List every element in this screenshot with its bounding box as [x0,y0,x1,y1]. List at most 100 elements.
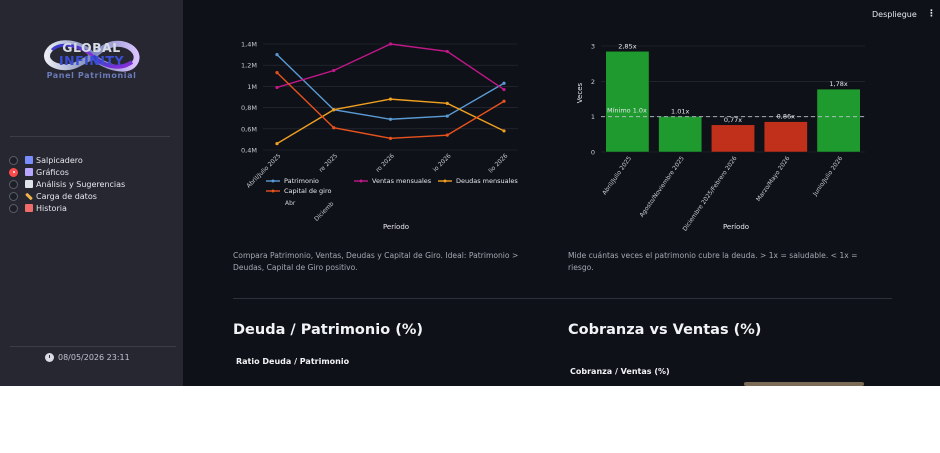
sidebar-divider [10,346,176,347]
data-point [445,49,449,54]
x-tick-label: Agosto/Noviembre 2025 [638,155,686,219]
bar [658,116,703,153]
sidebar-item-historia[interactable]: Historia [9,202,125,214]
sidebar: GLOBAL INFINITY Panel Patrimonial Salpic… [0,0,183,386]
timestamp-text: 08/05/2026 23:11 [58,353,130,362]
gauge-chart-edge [744,382,864,386]
legend-label: Capital de giro [284,187,332,195]
x-tick-label: re 2025 [318,152,339,173]
bar-chart-caption: Mide cuántas veces el patrimonio cubre l… [568,251,858,272]
sidebar-item-analisis[interactable]: Análisis y Sugerencias [9,178,125,190]
debt-section-subtitle: Ratio Deuda / Patrimonio [236,357,350,366]
x-tick-label: Diciembre 2025/Febrero 2026 [681,155,738,233]
section-divider [233,298,892,299]
y-tick-label: 0,4M [241,147,257,155]
bar [605,51,650,153]
data-point [388,97,393,101]
data-point [388,136,393,140]
x-axis-label: Período [723,223,749,231]
sidebar-item-label: Historia [36,203,67,213]
series-line [276,43,505,91]
sidebar-item-label: Carga de datos [36,191,97,201]
infinity-logo [38,36,148,118]
data-point [388,117,393,121]
document-icon [25,180,33,188]
radio-button[interactable] [9,179,18,189]
series-line [276,54,505,120]
legend-marker [443,179,447,183]
sidebar-item-graficos[interactable]: Gráficos [9,166,125,178]
data-point [502,99,506,103]
x-tick-label-fragment: Diciemb [313,200,335,222]
legend-marker [359,179,363,183]
deploy-button[interactable]: Despliegue [872,10,917,19]
chart-icon [25,156,33,164]
y-tick-label: 2 [591,78,595,86]
data-point [502,87,506,92]
timestamp: 08/05/2026 23:11 [45,353,130,362]
sidebar-item-label: Salpicadero [36,155,83,165]
bar-value-label: 2,85x [618,42,636,50]
brand-subtitle: Panel Patrimonial [46,71,137,80]
clock-icon [45,353,54,362]
data-point [445,101,449,105]
sidebar-item-carga[interactable]: Carga de datos [9,190,125,202]
data-point [445,133,449,137]
series-line [276,72,505,140]
x-tick-label: Junio/Julio 2026 [811,155,844,198]
x-tick-label: ro 2026 [375,152,396,173]
bar-value-label: 1,78x [829,80,847,88]
data-point [502,81,506,85]
y-tick-label: 1 [591,113,595,121]
data-point [332,68,336,73]
bar [763,121,808,153]
y-tick-label: 1M [247,83,257,91]
sidebar-item-label: Gráficos [36,167,69,177]
bar [816,88,861,153]
x-tick-label: Abril/Julio 2025 [245,152,282,189]
data-point [275,142,279,146]
x-axis-label: Período [383,223,409,231]
y-axis-label: Veces [576,82,584,103]
sidebar-divider [10,136,170,137]
collections-section-subtitle: Cobranza / Ventas (%) [570,367,670,376]
data-point [275,71,279,75]
data-point [388,42,393,46]
line-chart-caption: Compara Patrimonio, Ventas, Deudas y Cap… [233,251,519,272]
chart-up-icon [25,168,33,176]
x-tick-label-fragment: Abr [285,200,296,207]
legend-label: Ventas mensuales [372,177,432,185]
data-point [275,53,279,57]
brand-bottom-text: INFINITY [59,53,124,68]
x-tick-label: Marzo/Mayo 2026 [755,155,791,203]
bar [711,124,755,153]
bar-value-label: 1.01x [671,107,689,115]
data-point [445,114,449,118]
bar-chart: 3 2 1 0 Veces 2,85x Abril/Julio 2025 1.01x Agost… [576,42,865,233]
legend-marker [271,189,275,193]
more-menu-icon[interactable]: ⋮ [927,9,936,19]
y-tick-label: 0,8M [241,104,257,112]
collections-section-title: Cobranza vs Ventas (%) [568,322,762,338]
pencil-icon [25,192,33,200]
data-point [332,126,336,130]
app-window: GLOBAL INFINITY Panel Patrimonial Salpic… [0,0,940,386]
debt-section-title: Deuda / Patrimonio (%) [233,322,423,338]
legend-label: Deudas mensuales [456,177,518,185]
bar-value-label: 0,77x [724,116,742,124]
radio-button-selected[interactable] [9,167,18,177]
y-tick-label: 1,4M [241,41,257,49]
radio-button[interactable] [9,203,18,213]
data-point [275,85,279,90]
x-tick-label: io 2026 [432,152,453,173]
legend-marker [271,179,275,183]
radio-button[interactable] [9,191,18,201]
y-tick-label: 3 [591,43,595,51]
data-point [502,129,506,133]
brand: GLOBAL INFINITY Panel Patrimonial [0,41,183,82]
y-tick-label: 1,2M [241,62,257,70]
y-tick-label: 0 [591,149,595,157]
radio-button[interactable] [9,155,18,165]
sidebar-item-salpicadero[interactable]: Salpicadero [9,154,125,166]
